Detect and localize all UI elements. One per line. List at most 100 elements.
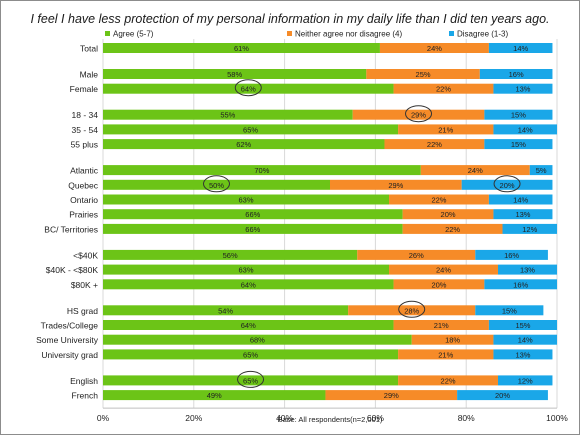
highlight-circle <box>398 300 426 318</box>
category-label: Total <box>80 44 98 54</box>
data-label: 28% <box>404 306 419 315</box>
bar-segment <box>389 264 498 275</box>
data-label: 24% <box>468 166 483 175</box>
data-label: 20% <box>441 210 456 219</box>
category-label: Trades/College <box>41 321 99 331</box>
bar-segment <box>484 109 553 120</box>
data-label: 66% <box>245 225 260 234</box>
data-label: 18% <box>445 336 460 345</box>
category-label: BC/ Territories <box>44 224 98 234</box>
bar-segment <box>493 209 553 220</box>
bars: Total 61% 24% 14% Male 58% 25% 16% Female 64% 22% 1… <box>36 43 557 401</box>
bar-segment <box>497 375 553 386</box>
x-tick-label: 0% <box>97 413 110 423</box>
bar-segment <box>103 109 353 120</box>
highlight-circle <box>234 79 262 97</box>
bar-segment <box>479 69 553 79</box>
data-label: 22% <box>427 140 442 149</box>
bar-segment <box>103 139 385 150</box>
data-label: 15% <box>502 306 517 315</box>
highlight-circle <box>405 105 433 123</box>
category-label: HS grad <box>67 306 98 316</box>
data-label: 56% <box>223 251 238 260</box>
bar-segment <box>103 334 412 345</box>
bar-segment <box>502 223 557 234</box>
gridlines <box>102 39 558 409</box>
bar-segment <box>103 209 403 220</box>
data-label: 29% <box>384 391 399 400</box>
category-label: 35 - 54 <box>72 125 99 135</box>
data-label: 63% <box>239 196 254 205</box>
data-label: 64% <box>241 85 256 94</box>
data-label: 64% <box>241 280 256 289</box>
bar-segment <box>103 83 394 94</box>
bar-segment <box>411 334 494 345</box>
bar-segment <box>493 83 553 94</box>
bar-segment <box>357 249 476 260</box>
bar-segment <box>402 223 503 234</box>
data-label: 13% <box>515 85 530 94</box>
x-tick-label: 20% <box>185 413 202 423</box>
data-label: 20% <box>495 391 510 400</box>
category-label: Some University <box>36 335 99 345</box>
bar-segment <box>393 320 489 330</box>
data-label: 49% <box>207 391 222 400</box>
bar-segment <box>103 43 380 53</box>
data-label: 54% <box>218 306 233 315</box>
bar-segment <box>420 165 530 176</box>
category-label: Male <box>80 70 99 80</box>
data-label: 22% <box>445 225 460 234</box>
bar-segment <box>475 305 544 316</box>
bar-segment <box>103 124 399 135</box>
legend-swatch <box>287 31 292 36</box>
data-label: 70% <box>254 166 269 175</box>
data-label: 55% <box>220 111 235 120</box>
bar-segment <box>352 109 485 120</box>
data-label: 13% <box>515 350 530 359</box>
category-label: University grad <box>41 350 98 360</box>
data-label: 50% <box>209 181 224 190</box>
bar-segment <box>384 139 485 150</box>
data-label: 29% <box>411 111 426 120</box>
data-label: 20% <box>431 280 446 289</box>
data-label: 15% <box>511 111 526 120</box>
data-label: 61% <box>234 44 249 53</box>
legend: Agree (5-7) Neither agree nor disagree (4… <box>105 30 508 39</box>
bar-segment <box>475 249 548 260</box>
data-label: 14% <box>518 125 533 134</box>
bar-segment <box>103 249 358 260</box>
data-label: 26% <box>409 251 424 260</box>
data-label: 14% <box>513 196 528 205</box>
chart-title: I feel I have less protection of my pers… <box>30 12 549 26</box>
category-label: Atlantic <box>70 166 99 176</box>
bar-segment <box>493 334 557 345</box>
bar-segment <box>398 349 494 360</box>
legend-label: Agree (5-7) <box>113 30 154 39</box>
data-label: 58% <box>227 70 242 79</box>
category-label: Prairies <box>69 210 98 220</box>
data-label: 13% <box>515 210 530 219</box>
data-label: 21% <box>438 125 453 134</box>
bar-segment <box>366 69 480 79</box>
bar-segment <box>325 390 458 401</box>
category-label: Quebec <box>68 180 99 190</box>
data-label: 22% <box>431 196 446 205</box>
data-label: 16% <box>509 70 524 79</box>
data-label: 65% <box>243 376 258 385</box>
bar-segment <box>493 349 553 360</box>
category-label: English <box>70 376 98 386</box>
x-tick-label: 80% <box>458 413 475 423</box>
bar-segment <box>393 279 485 290</box>
data-label: 14% <box>513 44 528 53</box>
data-label: 65% <box>243 125 258 134</box>
bar-segment <box>103 349 399 360</box>
bar-segment <box>529 165 553 176</box>
data-label: 62% <box>236 140 251 149</box>
bar-segment <box>488 194 553 205</box>
base-footnote: Base: All respondents(n=2,001) <box>278 415 383 424</box>
x-tick-label: 40% <box>276 413 293 423</box>
data-label: 21% <box>438 350 453 359</box>
data-label: 16% <box>504 251 519 260</box>
bar-segment <box>103 375 399 386</box>
